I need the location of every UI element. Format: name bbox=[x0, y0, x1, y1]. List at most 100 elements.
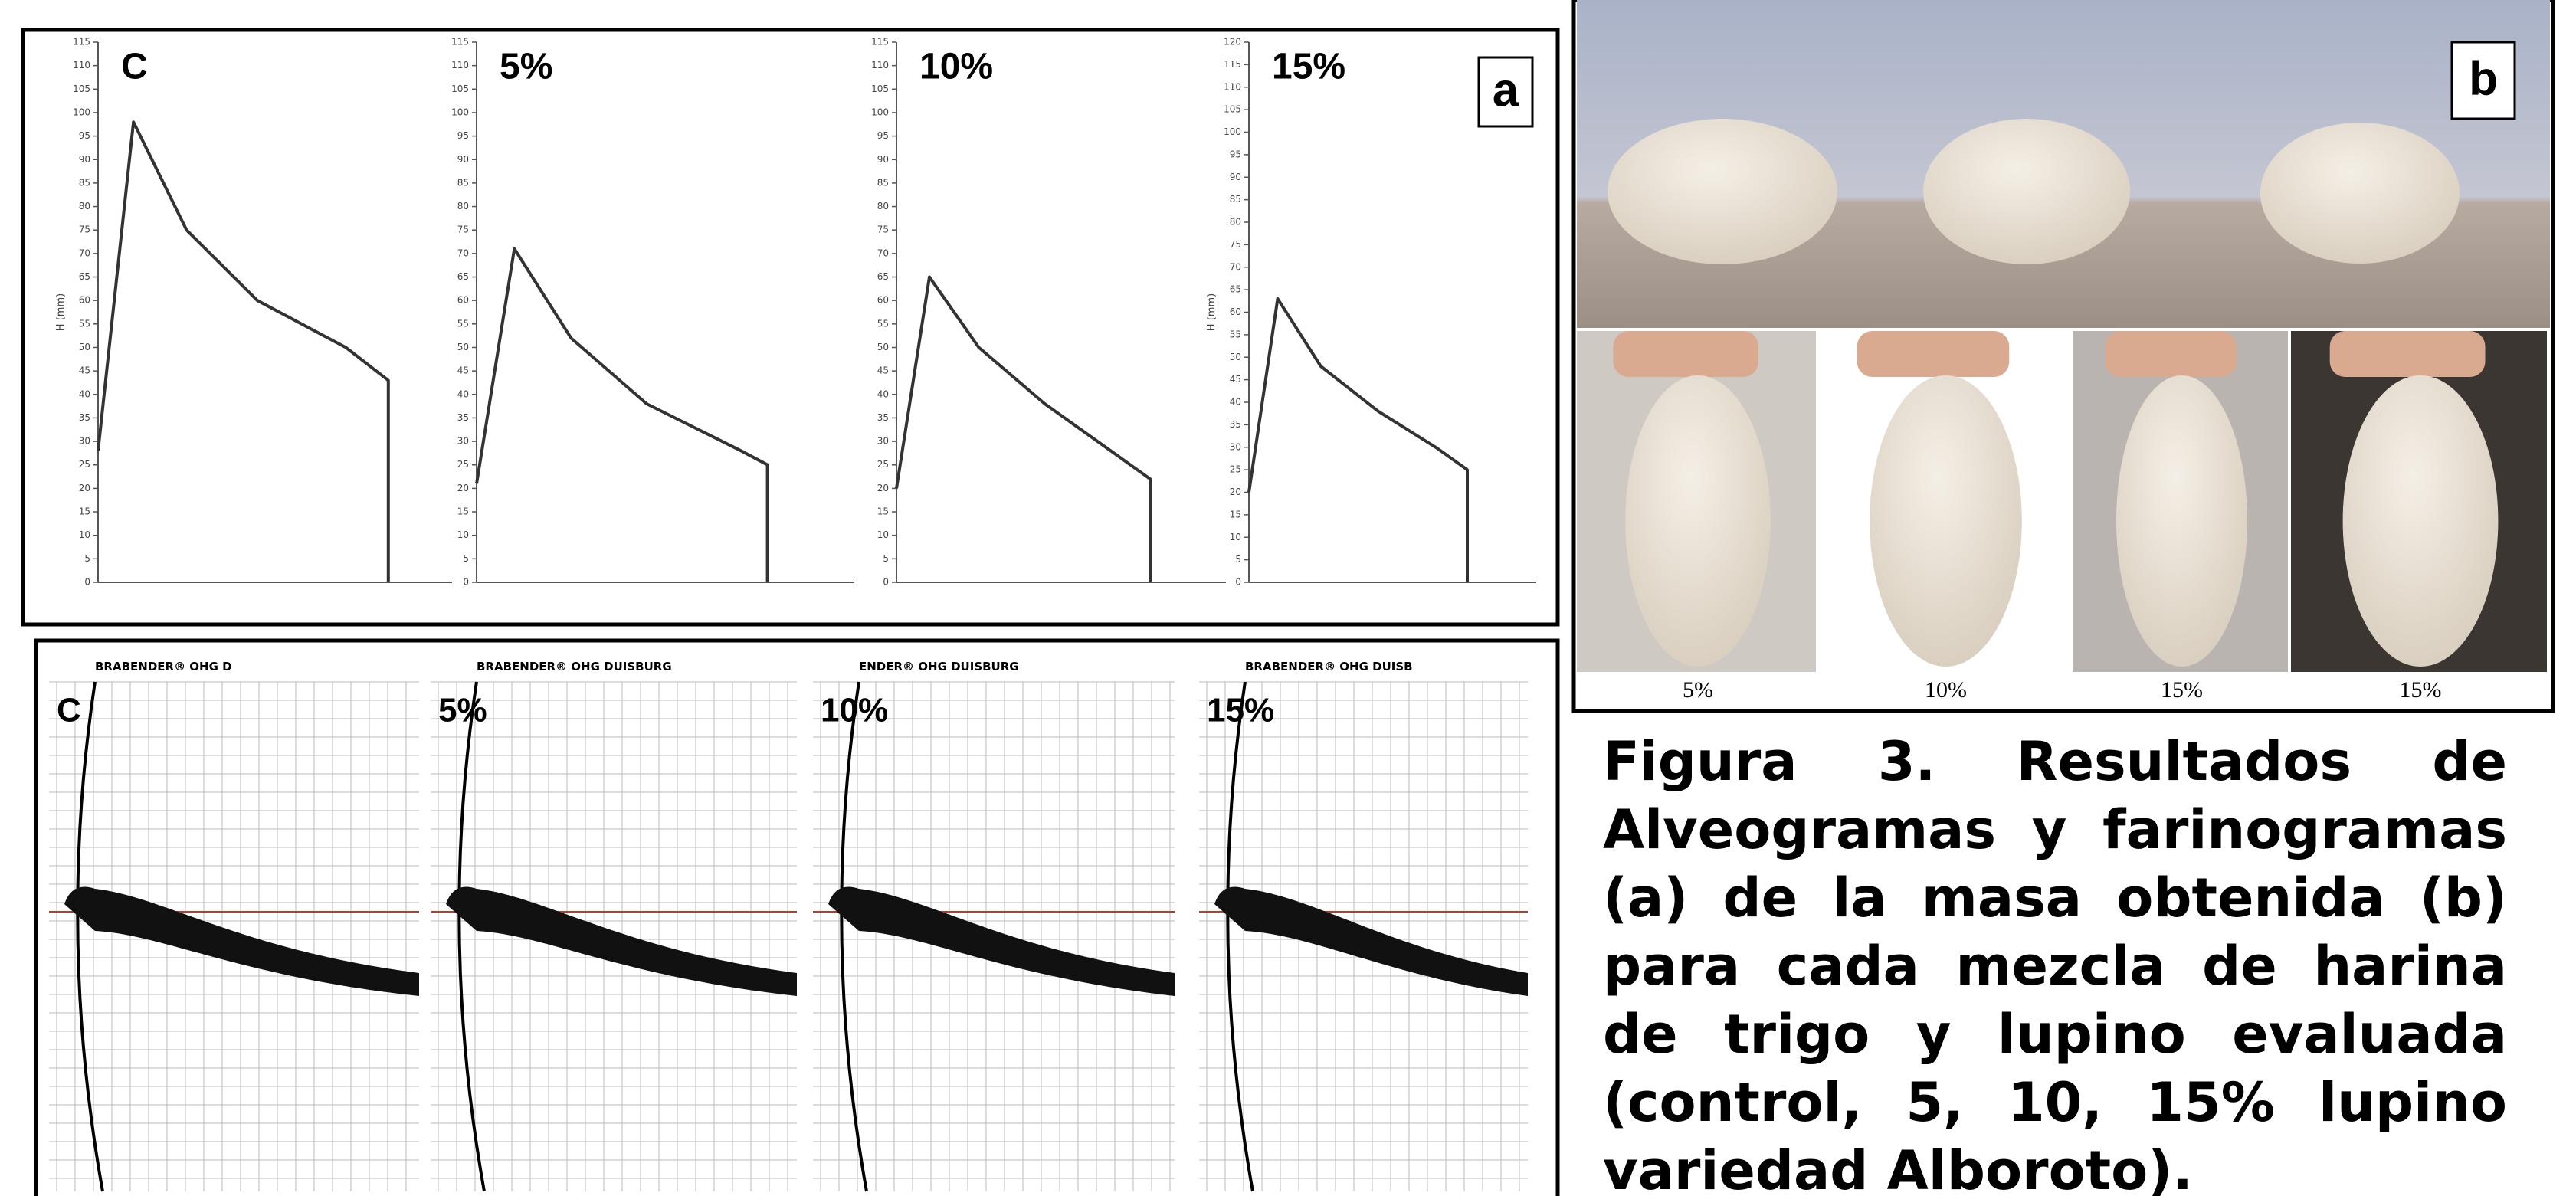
y-tick-label: 65 bbox=[1230, 284, 1241, 295]
y-tick-label: 90 bbox=[457, 154, 469, 165]
y-tick-label: 30 bbox=[877, 436, 889, 447]
y-tick-label: 110 bbox=[451, 60, 469, 70]
y-tick-label: 25 bbox=[1230, 464, 1241, 475]
y-tick-label: 100 bbox=[451, 106, 469, 117]
photo-caption: 5% bbox=[1683, 677, 1713, 703]
dough bbox=[2343, 375, 2499, 667]
y-tick-label: 10 bbox=[877, 529, 889, 540]
y-tick-label: 45 bbox=[79, 365, 90, 376]
y-tick-label: 40 bbox=[1230, 397, 1241, 408]
y-tick-label: 105 bbox=[1224, 104, 1241, 115]
y-tick-label: 65 bbox=[457, 271, 469, 282]
y-tick-label: 45 bbox=[1230, 374, 1241, 385]
caption-line: Alveogramas y farinogramas bbox=[1603, 796, 2507, 864]
farinogram-header: ENDER® OHG DUISBURG bbox=[859, 660, 1019, 673]
y-tick-label: 5 bbox=[463, 553, 469, 564]
y-tick-label: 30 bbox=[457, 436, 469, 447]
y-tick-label: 60 bbox=[79, 295, 90, 306]
y-tick-label: 15 bbox=[1230, 509, 1241, 519]
chart-label: 5% bbox=[500, 47, 552, 87]
chart-label: 10% bbox=[919, 47, 993, 87]
caption-line: de trigo y lupino evaluada bbox=[1603, 1001, 2507, 1069]
photo-caption: 10% bbox=[1925, 677, 1967, 703]
y-tick-label: 15 bbox=[79, 506, 90, 517]
y-axis-label: H (mm) bbox=[55, 293, 67, 331]
caption-line: (control, 5, 10, 15% lupino bbox=[1603, 1069, 2507, 1137]
y-tick-label: 95 bbox=[1230, 149, 1241, 159]
y-tick-label: 75 bbox=[877, 224, 889, 235]
y-tick-label: 5 bbox=[883, 553, 889, 564]
y-tick-label: 85 bbox=[877, 177, 889, 188]
y-tick-label: 115 bbox=[1224, 59, 1241, 70]
y-tick-label: 115 bbox=[451, 37, 469, 48]
y-tick-label: 20 bbox=[457, 483, 469, 493]
photo-caption: 15% bbox=[2161, 677, 2203, 703]
farinogram-header: BRABENDER® OHG DUISB bbox=[1245, 660, 1413, 673]
y-tick-label: 10 bbox=[457, 529, 469, 540]
y-tick-label: 50 bbox=[79, 342, 90, 352]
y-tick-label: 110 bbox=[871, 60, 889, 70]
y-tick-label: 115 bbox=[73, 37, 90, 48]
dough bbox=[2260, 123, 2460, 264]
y-tick-label: 0 bbox=[1235, 577, 1241, 588]
y-tick-label: 65 bbox=[877, 271, 889, 282]
y-tick-label: 100 bbox=[73, 106, 90, 117]
y-tick-label: 25 bbox=[79, 459, 90, 470]
y-tick-label: 55 bbox=[877, 318, 889, 329]
caption-line: (a) de la masa obtenida (b) bbox=[1603, 864, 2507, 932]
dough bbox=[1608, 119, 1837, 264]
y-tick-label: 35 bbox=[877, 412, 889, 423]
y-tick-label: 110 bbox=[73, 60, 90, 70]
chart-label: C bbox=[121, 47, 148, 87]
y-tick-label: 80 bbox=[877, 201, 889, 211]
y-tick-label: 95 bbox=[877, 130, 889, 141]
dough bbox=[1923, 119, 2130, 264]
y-axis-label: H (mm) bbox=[1206, 293, 1218, 331]
y-tick-label: 60 bbox=[457, 295, 469, 306]
y-tick-label: 55 bbox=[1230, 329, 1241, 339]
y-tick-label: 0 bbox=[463, 577, 469, 588]
photo-caption: 15% bbox=[2400, 677, 2442, 703]
y-tick-label: 100 bbox=[1224, 126, 1241, 137]
y-tick-label: 40 bbox=[877, 388, 889, 399]
y-tick-label: 80 bbox=[79, 201, 90, 211]
y-tick-label: 80 bbox=[1230, 217, 1241, 228]
hand bbox=[2330, 331, 2486, 377]
y-tick-label: 75 bbox=[79, 224, 90, 235]
y-tick-label: 90 bbox=[1230, 172, 1241, 182]
y-tick-label: 105 bbox=[451, 84, 469, 94]
y-tick-label: 10 bbox=[1230, 532, 1241, 542]
y-tick-label: 45 bbox=[877, 365, 889, 376]
y-tick-label: 5 bbox=[1235, 554, 1241, 565]
caption-line: variedad Alboroto). bbox=[1603, 1137, 2507, 1196]
y-tick-label: 25 bbox=[877, 459, 889, 470]
y-tick-label: 35 bbox=[1230, 419, 1241, 430]
dough bbox=[1625, 375, 1771, 667]
caption-line: para cada mezcla de harina bbox=[1603, 932, 2507, 1001]
y-tick-label: 70 bbox=[79, 247, 90, 258]
chart-label: 15% bbox=[1272, 47, 1345, 87]
y-tick-label: 50 bbox=[1230, 352, 1241, 362]
y-tick-label: 115 bbox=[871, 37, 889, 48]
y-tick-label: 110 bbox=[1224, 81, 1241, 92]
y-tick-label: 55 bbox=[79, 318, 90, 329]
y-tick-label: 20 bbox=[877, 483, 889, 493]
chart-label: 15% bbox=[1207, 692, 1274, 729]
dough bbox=[2116, 375, 2247, 667]
y-tick-label: 85 bbox=[79, 177, 90, 188]
y-tick-label: 90 bbox=[79, 154, 90, 165]
y-tick-label: 100 bbox=[871, 106, 889, 117]
y-tick-label: 35 bbox=[79, 412, 90, 423]
y-tick-label: 30 bbox=[1230, 441, 1241, 452]
y-tick-label: 0 bbox=[84, 577, 90, 588]
dough bbox=[1870, 375, 2022, 667]
y-tick-label: 90 bbox=[877, 154, 889, 165]
hand bbox=[1613, 331, 1758, 377]
y-tick-label: 70 bbox=[457, 247, 469, 258]
y-tick-label: 60 bbox=[1230, 306, 1241, 317]
y-tick-label: 5 bbox=[84, 553, 90, 564]
caption-line: Figura 3. Resultados de bbox=[1603, 728, 2507, 796]
y-tick-label: 95 bbox=[79, 130, 90, 141]
y-tick-label: 120 bbox=[1224, 37, 1241, 48]
y-tick-label: 0 bbox=[883, 577, 889, 588]
